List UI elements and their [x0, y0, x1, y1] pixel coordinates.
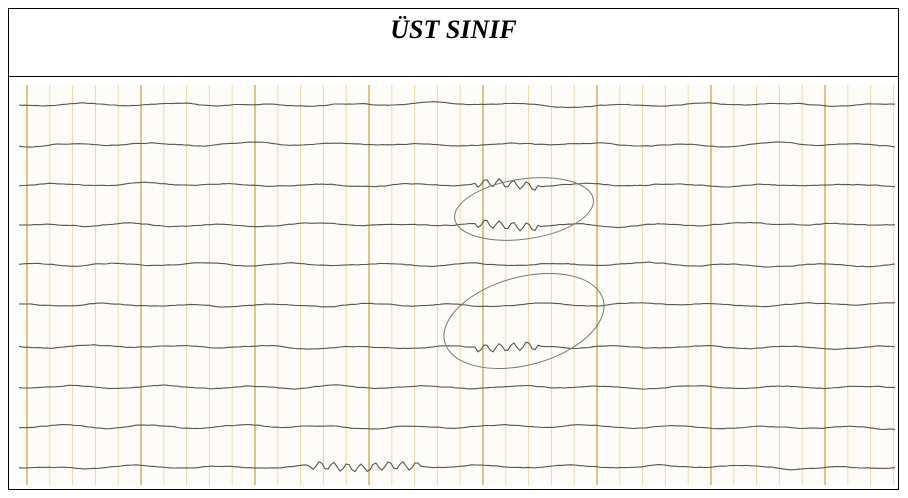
annotation-circle: [454, 177, 594, 241]
eeg-trace: [19, 101, 895, 108]
paper: [19, 85, 895, 485]
annotation-circle: [443, 272, 605, 370]
eeg-trace: [19, 423, 895, 431]
eeg-trace: [19, 384, 895, 390]
title: ÜST SINIF: [390, 15, 517, 44]
eeg-trace: [19, 460, 895, 473]
eeg-trace: [19, 141, 895, 148]
eeg-trace: [19, 261, 895, 268]
eeg-traces: [19, 101, 895, 473]
eeg-trace: [19, 341, 895, 353]
paper-grid: [26, 85, 894, 485]
eeg-trace: [19, 177, 895, 191]
eeg-trace: [19, 302, 895, 308]
table: ÜST SINIF: [8, 8, 899, 490]
header-row: ÜST SINIF: [9, 9, 898, 77]
eeg-image: [19, 85, 895, 485]
